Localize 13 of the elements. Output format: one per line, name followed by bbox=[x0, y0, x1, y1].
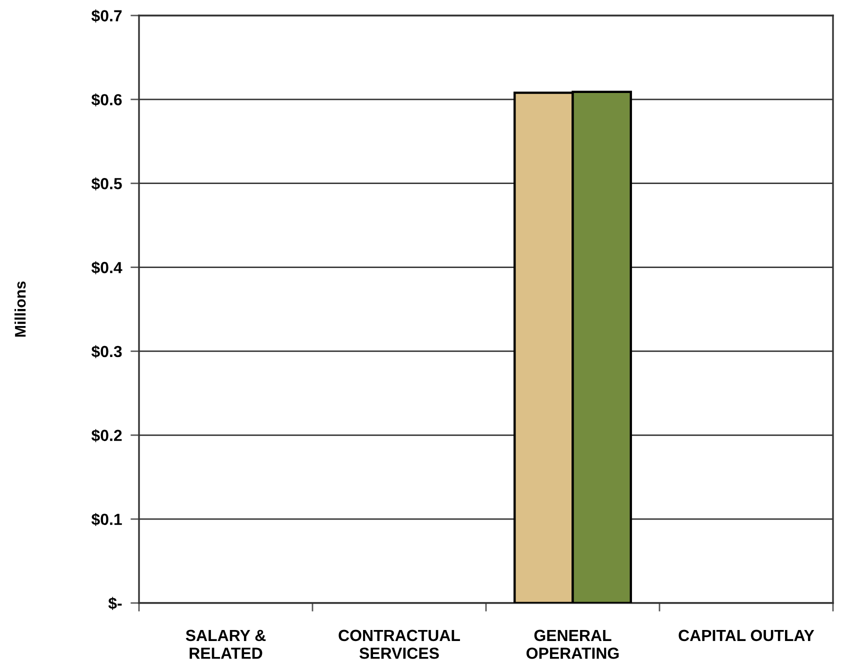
x-tick-label: GENERAL OPERATING bbox=[526, 630, 619, 659]
y-tick-label: $- bbox=[108, 596, 122, 610]
y-tick-label: $0.3 bbox=[91, 345, 122, 358]
x-tick-label: CONTRACTUAL SERVICES bbox=[338, 630, 460, 659]
x-tick-label: SALARY & RELATED bbox=[186, 630, 266, 659]
y-tick-label: $0.1 bbox=[91, 513, 122, 526]
y-tick-label: $0.4 bbox=[91, 261, 122, 274]
y-tick-label: $0.7 bbox=[91, 9, 122, 22]
y-tick-label: $0.6 bbox=[91, 93, 122, 106]
y-axis-title: Millions bbox=[14, 281, 26, 337]
y-tick-label: $0.2 bbox=[91, 429, 122, 442]
y-tick-label: $0.5 bbox=[91, 177, 122, 190]
x-tick-label: CAPITAL OUTLAY bbox=[678, 630, 814, 642]
